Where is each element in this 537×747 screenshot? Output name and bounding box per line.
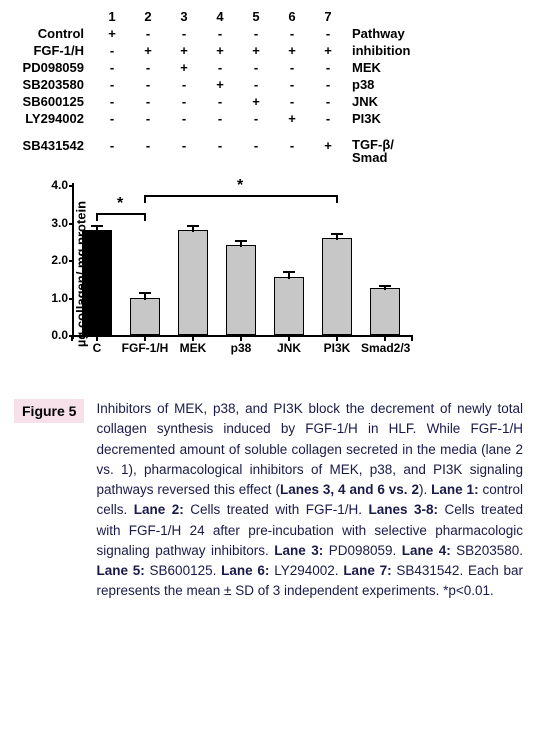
cell-6-1: - bbox=[130, 137, 166, 165]
cell-4-1: - bbox=[130, 93, 166, 110]
xlabel-1: FGF-1/H bbox=[121, 341, 169, 355]
row-label-6: SB431542 bbox=[14, 137, 94, 165]
row-label-1: FGF-1/H bbox=[14, 42, 94, 59]
table-col-2: 2 bbox=[130, 8, 166, 25]
ytick-2: 2.0 bbox=[38, 253, 68, 267]
cell-6-5: - bbox=[274, 137, 310, 165]
pathway-3: p38 bbox=[346, 76, 523, 93]
cell-4-2: - bbox=[166, 93, 202, 110]
table-col-1: 1 bbox=[94, 8, 130, 25]
cell-3-2: - bbox=[166, 76, 202, 93]
cell-0-6: - bbox=[310, 25, 346, 42]
cell-1-3: + bbox=[202, 42, 238, 59]
cell-5-2: - bbox=[166, 110, 202, 127]
sig-star-1: * bbox=[237, 177, 243, 195]
treatment-table: 1234567Control+------PathwayFGF-1/H-++++… bbox=[14, 8, 523, 165]
cell-3-1: - bbox=[130, 76, 166, 93]
xlabel-6: Smad2/3 bbox=[361, 341, 409, 355]
bar-C bbox=[82, 230, 112, 335]
pathway-6: TGF-β/ Smad bbox=[346, 137, 523, 165]
row-label-5: LY294002 bbox=[14, 110, 94, 127]
cell-2-0: - bbox=[94, 59, 130, 76]
cell-1-0: - bbox=[94, 42, 130, 59]
cell-5-0: - bbox=[94, 110, 130, 127]
cell-4-6: - bbox=[310, 93, 346, 110]
cell-4-0: - bbox=[94, 93, 130, 110]
cell-4-3: - bbox=[202, 93, 238, 110]
cell-6-6: + bbox=[310, 137, 346, 165]
bar-PI3K bbox=[322, 238, 352, 336]
cell-3-0: - bbox=[94, 76, 130, 93]
table-col-6: 6 bbox=[274, 8, 310, 25]
xlabel-4: JNK bbox=[265, 341, 313, 355]
pathway-1: inhibition bbox=[346, 42, 523, 59]
figure-caption: Inhibitors of MEK, p38, and PI3K block t… bbox=[96, 399, 523, 602]
cell-0-4: - bbox=[238, 25, 274, 42]
table-col-5: 5 bbox=[238, 8, 274, 25]
cell-0-5: - bbox=[274, 25, 310, 42]
xlabel-2: MEK bbox=[169, 341, 217, 355]
cell-4-5: - bbox=[274, 93, 310, 110]
cell-1-6: + bbox=[310, 42, 346, 59]
cell-0-0: + bbox=[94, 25, 130, 42]
xlabel-0: C bbox=[73, 341, 121, 355]
bar-JNK bbox=[274, 277, 304, 335]
table-col-7: 7 bbox=[310, 8, 346, 25]
cell-1-2: + bbox=[166, 42, 202, 59]
cell-5-1: - bbox=[130, 110, 166, 127]
table-header-spacer bbox=[346, 8, 523, 25]
pathway-5: PI3K bbox=[346, 110, 523, 127]
pathway-0: Pathway bbox=[346, 25, 523, 42]
cell-0-3: - bbox=[202, 25, 238, 42]
figure-label: Figure 5 bbox=[14, 399, 84, 423]
cell-2-1: - bbox=[130, 59, 166, 76]
cell-0-1: - bbox=[130, 25, 166, 42]
cell-3-3: + bbox=[202, 76, 238, 93]
cell-5-5: + bbox=[274, 110, 310, 127]
table-col-3: 3 bbox=[166, 8, 202, 25]
pathway-4: JNK bbox=[346, 93, 523, 110]
cell-2-2: + bbox=[166, 59, 202, 76]
xlabel-3: p38 bbox=[217, 341, 265, 355]
cell-2-5: - bbox=[274, 59, 310, 76]
cell-3-4: - bbox=[238, 76, 274, 93]
cell-4-4: + bbox=[238, 93, 274, 110]
cell-2-3: - bbox=[202, 59, 238, 76]
pathway-2: MEK bbox=[346, 59, 523, 76]
ytick-4: 4.0 bbox=[38, 178, 68, 192]
ytick-3: 3.0 bbox=[38, 216, 68, 230]
caption-row: Figure 5 Inhibitors of MEK, p38, and PI3… bbox=[14, 399, 523, 602]
row-label-0: Control bbox=[14, 25, 94, 42]
cell-2-6: - bbox=[310, 59, 346, 76]
plot-area: 0.01.02.03.04.0CFGF-1/HMEKp38JNKPI3KSmad… bbox=[72, 187, 412, 337]
cell-1-1: + bbox=[130, 42, 166, 59]
cell-1-4: + bbox=[238, 42, 274, 59]
bar-p38 bbox=[226, 245, 256, 335]
cell-5-6: - bbox=[310, 110, 346, 127]
cell-0-2: - bbox=[166, 25, 202, 42]
xlabel-5: PI3K bbox=[313, 341, 361, 355]
row-label-4: SB600125 bbox=[14, 93, 94, 110]
ytick-0: 0.0 bbox=[38, 328, 68, 342]
cell-3-5: - bbox=[274, 76, 310, 93]
cell-5-3: - bbox=[202, 110, 238, 127]
bar-chart: µg collagen/ mg protein 0.01.02.03.04.0C… bbox=[14, 179, 434, 369]
cell-5-4: - bbox=[238, 110, 274, 127]
sig-star-0: * bbox=[117, 195, 123, 213]
row-label-3: SB203580 bbox=[14, 76, 94, 93]
table-col-4: 4 bbox=[202, 8, 238, 25]
cell-2-4: - bbox=[238, 59, 274, 76]
ytick-1: 1.0 bbox=[38, 291, 68, 305]
cell-6-0: - bbox=[94, 137, 130, 165]
bar-MEK bbox=[178, 230, 208, 335]
cell-6-4: - bbox=[238, 137, 274, 165]
cell-3-6: - bbox=[310, 76, 346, 93]
cell-1-5: + bbox=[274, 42, 310, 59]
bar-FGF-1/H bbox=[130, 298, 160, 336]
bar-Smad2/3 bbox=[370, 288, 400, 335]
cell-6-3: - bbox=[202, 137, 238, 165]
table-header-empty bbox=[14, 8, 94, 25]
cell-6-2: - bbox=[166, 137, 202, 165]
row-label-2: PD098059 bbox=[14, 59, 94, 76]
